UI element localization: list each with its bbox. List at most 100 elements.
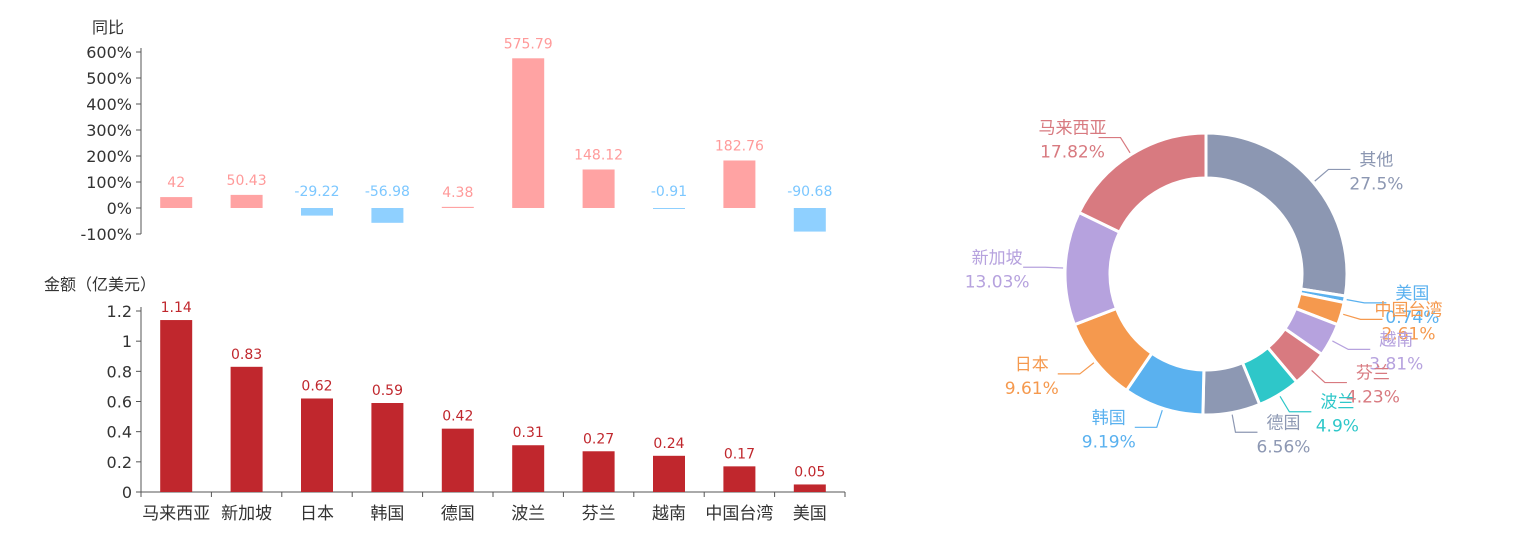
yoy-bar <box>582 169 615 208</box>
donut-slice-percent: 3.81% <box>1369 354 1423 374</box>
yoy-bar <box>301 208 333 216</box>
donut-slice <box>1204 131 1349 298</box>
donut-slice-percent: 4.23% <box>1346 388 1400 408</box>
amount-bar <box>301 398 333 492</box>
yoy-bar <box>160 197 193 208</box>
yoy-y-tick-label: 500% <box>86 69 132 88</box>
donut-leader-line <box>1314 168 1351 182</box>
donut-leader-line <box>1134 409 1163 428</box>
category-label: 芬兰 <box>582 504 616 524</box>
donut-slice-name: 波兰 <box>1320 393 1354 413</box>
yoy-bar <box>723 160 756 208</box>
amount-value-label: 0.83 <box>231 347 262 363</box>
donut-slice-percent: 6.56% <box>1256 437 1310 457</box>
amount-y-tick-label: 1.2 <box>107 302 132 321</box>
yoy-y-tick-label: 300% <box>86 121 132 140</box>
yoy-y-tick-label: 100% <box>86 173 132 192</box>
yoy-value-label: -0.91 <box>651 184 687 200</box>
yoy-bar <box>371 208 404 223</box>
category-label: 中国台湾 <box>705 504 773 524</box>
amount-value-label: 0.59 <box>372 383 403 399</box>
category-label: 德国 <box>441 504 475 524</box>
donut-leader-line <box>1332 340 1371 350</box>
yoy-value-label: 4.38 <box>442 185 473 201</box>
yoy-y-tick-label: 400% <box>86 95 132 114</box>
yoy-bar <box>230 194 263 208</box>
yoy-axis-title: 同比 <box>92 18 124 37</box>
donut-slice-name: 中国台湾 <box>1374 300 1442 320</box>
yoy-bar <box>653 208 685 209</box>
donut-slice-percent: 17.82% <box>1040 143 1105 163</box>
amount-value-label: 0.31 <box>513 425 544 441</box>
amount-y-tick-label: 0.8 <box>107 362 132 381</box>
category-label: 越南 <box>652 504 686 524</box>
yoy-value-label: -56.98 <box>365 184 410 200</box>
donut-slice-name: 韩国 <box>1092 408 1126 428</box>
amount-y-tick-label: 0 <box>122 483 132 502</box>
donut-slice-percent: 13.03% <box>965 272 1030 292</box>
donut-slice-name: 新加坡 <box>972 248 1023 268</box>
amount-bar <box>160 320 193 492</box>
donut-leader-line <box>1343 313 1383 320</box>
yoy-value-label: -29.22 <box>294 184 339 200</box>
amount-bar <box>512 445 545 492</box>
donut-slice <box>1077 131 1208 235</box>
yoy-value-label: 42 <box>167 175 185 191</box>
amount-value-label: 0.27 <box>583 431 614 447</box>
donut-slice-percent: 2.61% <box>1381 324 1435 344</box>
donut-leader-line <box>1023 266 1064 269</box>
amount-y-tick-label: 0.4 <box>107 423 132 442</box>
amount-y-tick-label: 0.6 <box>107 393 132 412</box>
donut-slice-name: 日本 <box>1015 355 1049 375</box>
amount-y-tick-label: 1 <box>122 332 132 351</box>
amount-value-label: 1.14 <box>161 300 192 316</box>
amount-bar <box>582 451 615 492</box>
donut-leader-line <box>1279 396 1312 413</box>
yoy-y-tick-label: -100% <box>80 225 132 244</box>
donut-slice-name: 德国 <box>1266 413 1300 433</box>
amount-bar <box>793 484 826 492</box>
donut-slice-name: 马来西亚 <box>1039 119 1107 139</box>
yoy-value-label: 575.79 <box>504 36 553 52</box>
amount-bar-chart: 1.2 1 0.8 0.6 0.4 0.2 0 1.14 马来西亚 0.83 新加坡 0.62 日本 0.… <box>107 300 846 524</box>
donut-leader-line <box>1231 414 1258 433</box>
donut-leader-line <box>1057 362 1095 375</box>
amount-axis-title: 金额（亿美元） <box>44 275 156 294</box>
yoy-bar-chart: 600% 500% 400% 300% 200% 100% 0% -100% 42 50.43 -2… <box>80 36 832 244</box>
donut-slice-percent: 9.61% <box>1005 379 1059 399</box>
category-label: 日本 <box>300 504 334 524</box>
amount-bar <box>230 366 263 492</box>
yoy-bar <box>512 58 545 208</box>
amount-value-label: 0.17 <box>724 446 755 462</box>
donut-slice-percent: 9.19% <box>1082 432 1136 452</box>
donut-slice-percent: 0.74% <box>1385 308 1439 328</box>
amount-value-label: 0.05 <box>794 464 825 480</box>
yoy-bar <box>793 208 826 232</box>
amount-y-tick-label: 0.2 <box>107 453 132 472</box>
amount-value-label: 0.42 <box>442 409 473 425</box>
amount-bar <box>441 428 474 492</box>
yoy-y-tick-label: 600% <box>86 43 132 62</box>
donut-slice-name: 芬兰 <box>1356 364 1390 384</box>
amount-value-label: 0.24 <box>653 436 684 452</box>
donut-slice-name: 其他 <box>1359 150 1393 170</box>
yoy-value-label: 148.12 <box>574 147 623 163</box>
amount-value-label: 0.62 <box>301 378 332 394</box>
yoy-value-label: -90.68 <box>787 184 832 200</box>
donut-slice-name: 美国 <box>1395 284 1429 304</box>
yoy-y-tick-label: 200% <box>86 147 132 166</box>
donut-slice-name: 越南 <box>1379 330 1413 350</box>
donut-slice-percent: 27.5% <box>1349 174 1403 194</box>
amount-bar <box>371 403 404 492</box>
yoy-bar <box>441 206 474 208</box>
yoy-value-label: 50.43 <box>227 173 267 189</box>
yoy-value-label: 182.76 <box>715 138 764 154</box>
amount-bar <box>723 466 756 492</box>
amount-bar <box>653 455 685 492</box>
yoy-y-tick-label: 0% <box>107 199 132 218</box>
category-label: 美国 <box>793 504 827 524</box>
category-label: 新加坡 <box>221 504 272 524</box>
share-donut-chart: 其他 27.5% 美国 0.74%中国台湾 2.61%越南 3.81%芬兰 4.23%波兰 4… <box>965 119 1443 458</box>
